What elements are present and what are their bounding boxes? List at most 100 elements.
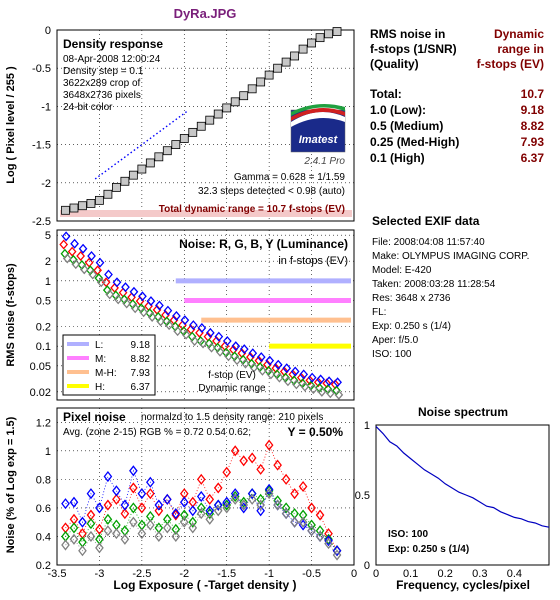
noise-marker-B	[78, 243, 88, 254]
legend-key: M:	[95, 354, 106, 365]
noise-marker-Y	[198, 338, 208, 349]
noise-marker-Y	[122, 298, 132, 309]
pixel-marker-Y	[222, 502, 232, 514]
pixel-marker-G	[196, 502, 206, 514]
exif-block: Selected EXIF data File: 2008:04:08 11:5…	[372, 214, 529, 360]
density-step-marker	[112, 182, 121, 192]
pixel-marker-R	[137, 502, 147, 514]
spectrum-exp: Exp: 0.250 s (1/4)	[388, 544, 469, 555]
noise-marker-B	[299, 369, 309, 380]
density-step-marker	[332, 27, 342, 36]
rms-row-label: Total:	[370, 87, 402, 101]
pixel-marker-Y	[61, 539, 70, 551]
density-heading: Density response	[63, 37, 163, 51]
pixel-marker-R	[129, 482, 138, 494]
rms-table: RMS noise inf-stops (1/SNR)(Quality) Dyn…	[370, 27, 544, 165]
pixel-marker-Y	[264, 488, 274, 500]
noise-ytick-label: 2	[45, 256, 51, 268]
noise-marker-B	[129, 286, 139, 297]
legend-value: 8.82	[131, 354, 151, 365]
pixel-marker-G	[171, 523, 181, 535]
pixel-marker-R	[239, 455, 249, 467]
total-range-text: Total dynamic range = 10.7 f-stops (EV)	[159, 204, 345, 215]
pixel-frame	[56, 407, 355, 566]
density-info-line: 08-Apr-2008 12:00:24	[63, 54, 161, 65]
pixel-ytick-label: 0.6	[36, 503, 51, 515]
noise-marker-Y	[139, 307, 149, 318]
noise-marker-G	[204, 338, 214, 349]
noise-marker-Y	[283, 376, 293, 387]
noise-marker-Y	[317, 386, 327, 397]
pixel-marker-B	[188, 505, 198, 517]
rms-header-right: f-stops (EV)	[477, 57, 544, 71]
density-step-marker	[307, 38, 316, 48]
pixel-marker-R	[290, 488, 299, 500]
pixel-marker-Y	[69, 533, 79, 545]
pixel-marker-Y	[137, 528, 147, 540]
noise-marker-G	[289, 375, 299, 386]
density-step-marker	[290, 51, 300, 61]
pixel-marker-R	[298, 480, 308, 493]
noise-marker-B	[324, 376, 334, 387]
noise-marker-R	[67, 246, 77, 257]
density-step-marker	[179, 134, 189, 143]
legend-key: M-H:	[95, 368, 117, 379]
density-step-marker	[256, 77, 266, 87]
pixel-marker-Y	[112, 528, 121, 540]
noise-marker-Y	[71, 259, 81, 270]
pixel-marker-G	[324, 533, 333, 545]
noise-marker-B	[248, 348, 258, 359]
noise-ytick-label: 5	[45, 230, 51, 242]
pixel-marker-R	[213, 482, 223, 494]
density-ytick-label: -2.5	[32, 216, 51, 228]
pixel-marker-R	[273, 459, 282, 471]
pixel-xtick-label: -1.5	[217, 568, 236, 580]
noise-marker-B	[112, 277, 122, 288]
noise-marker-Y	[224, 351, 233, 362]
pixel-ytick-label: 0.2	[36, 560, 51, 572]
density-step-marker	[205, 115, 215, 125]
noise-ytick-label: 0.1	[36, 341, 51, 353]
density-info-line: 24-bit color	[63, 102, 113, 113]
spectrum-iso: ISO: 100	[388, 529, 428, 540]
pixel-marker-G	[281, 502, 291, 514]
density-step-marker	[154, 152, 164, 162]
pixel-xtick-label: -3.5	[48, 568, 67, 580]
noise-marker-B	[70, 238, 79, 249]
pixel-marker-G	[86, 518, 96, 530]
noise-marker-B	[87, 251, 96, 261]
pixel-marker-Y	[179, 516, 189, 528]
exif-heading: Selected EXIF data	[372, 214, 480, 228]
spectrum-ytick-label: 1	[364, 420, 370, 432]
rms-row-value: 10.7	[521, 87, 545, 101]
noise-note2: Dynamic range	[198, 383, 266, 394]
density-step-marker	[188, 127, 198, 137]
pixel-marker-Y	[256, 499, 265, 511]
noise-marker-B	[265, 355, 275, 366]
pixel-marker-G	[239, 496, 249, 508]
density-step-marker	[120, 176, 130, 186]
spectrum-xtick-label: 0.3	[472, 568, 487, 580]
noise-marker-B	[155, 300, 164, 311]
noise-marker-B	[222, 336, 232, 346]
pixel-marker-B	[162, 493, 172, 505]
pixel-marker-Y	[332, 549, 342, 561]
spectrum-panel: Noise spectrum 1 0.5 0 0 0.1 0.2 0.3 0.4 ISO: …	[355, 405, 550, 592]
noise-marker-B	[282, 363, 292, 374]
pixel-marker-Y	[103, 525, 113, 537]
noise-legend: L: 9.18 M: 8.82 M-H: 7.93 H: 6.37	[62, 334, 156, 396]
noise-marker-Y	[325, 388, 335, 399]
noise-marker-B	[197, 322, 207, 333]
pixel-marker-B	[146, 476, 155, 488]
pixel-xtick-label: -0.5	[302, 568, 321, 580]
density-step-marker	[69, 203, 79, 213]
noise-marker-Y	[96, 277, 106, 288]
rms-row-label: 1.0 (Low):	[370, 103, 426, 117]
noise-marker-R	[93, 265, 102, 276]
total-range-bar	[60, 210, 352, 217]
noise-marker-G	[255, 362, 265, 372]
pixel-marker-B	[103, 470, 113, 483]
noise-heading: Noise: R, G, B, Y (Luminance)	[179, 237, 348, 251]
density-step-marker	[95, 195, 104, 205]
noise-marker-Y	[79, 264, 89, 275]
